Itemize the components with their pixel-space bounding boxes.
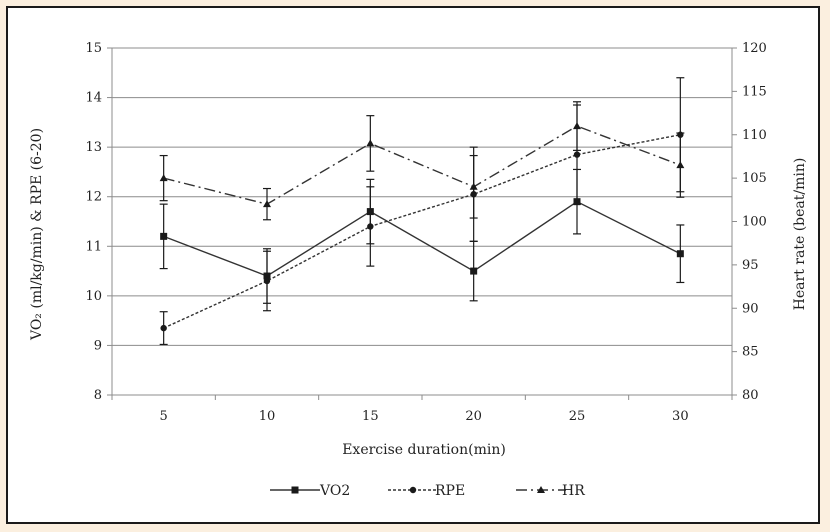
y-tick-label-left: 8	[94, 388, 102, 403]
y-tick-label-right: 120	[742, 41, 767, 56]
x-tick-label: 20	[465, 409, 482, 424]
data-point-hr	[573, 122, 581, 130]
y-tick-label-left: 14	[85, 91, 102, 106]
x-tick-label: 30	[672, 409, 689, 424]
axes: 8 9 10 11 12 13 14 15 80 85 90 95 100 105 110 115 120 5 10…	[85, 41, 766, 424]
data-point-vo2	[470, 267, 478, 275]
data-point-vo2	[160, 232, 168, 240]
series-rpe	[159, 77, 685, 346]
y-tick-label-right: 110	[742, 128, 767, 143]
legend: VO2 RPE HR	[270, 483, 585, 499]
y-tick-label-right: 85	[742, 345, 759, 360]
legend-item-rpe: RPE	[388, 483, 465, 499]
y-tick-label-right: 105	[742, 171, 767, 186]
data-point-hr	[263, 200, 271, 208]
y-tick-label-left: 11	[85, 239, 102, 254]
chart: 8 9 10 11 12 13 14 15 80 85 90 95 100 105 110 115 120 5 10…	[29, 41, 808, 499]
series-vo2	[159, 168, 685, 304]
legend-marker	[409, 486, 417, 494]
y-tick-label-left: 12	[85, 190, 102, 205]
data-point-hr	[366, 139, 375, 147]
data-point-rpe	[573, 151, 581, 158]
chart-frame: 8 9 10 11 12 13 14 15 80 85 90 95 100 105 110 115 120 5 10…	[6, 6, 820, 524]
series-line-rpe	[163, 134, 681, 329]
y-tick-label-left: 9	[94, 338, 102, 353]
legend-label: HR	[562, 483, 585, 499]
y-axis-label-right: Heart rate (beat/min)	[792, 158, 808, 311]
y-axis-label-left: VO₂ (ml/kg/min) & RPE (6-20)	[29, 128, 45, 341]
grid-lines	[112, 47, 732, 396]
y-tick-label-right: 115	[742, 84, 767, 99]
legend-marker	[537, 486, 545, 493]
y-tick-label-right: 100	[742, 215, 767, 230]
series-line-vo2	[163, 200, 681, 277]
data-point-rpe	[263, 277, 271, 285]
x-tick-label: 15	[362, 409, 379, 424]
x-axis-label: Exercise duration(min)	[342, 442, 506, 458]
data-point-hr	[159, 174, 168, 182]
series-layer	[159, 77, 685, 346]
y-tick-label-right: 80	[742, 388, 759, 403]
data-point-vo2	[676, 250, 684, 258]
data-point-rpe	[160, 324, 167, 332]
legend-item-hr: HR	[516, 483, 585, 499]
series-hr	[159, 101, 685, 221]
y-tick-label-right: 95	[742, 258, 759, 273]
y-tick-label-left: 15	[85, 41, 102, 56]
y-tick-label-left: 13	[85, 140, 102, 155]
y-tick-label-left: 10	[85, 289, 102, 304]
legend-marker	[291, 486, 299, 494]
x-tick-label: 10	[259, 409, 276, 424]
legend-item-vo2: VO2	[270, 483, 350, 499]
x-tick-label: 25	[569, 409, 586, 424]
series-line-hr	[163, 125, 681, 205]
x-tick-label: 5	[160, 409, 168, 424]
data-point-rpe	[367, 223, 374, 230]
y-tick-label-right: 90	[742, 301, 759, 316]
legend-label: RPE	[435, 483, 465, 499]
legend-label: VO2	[319, 483, 350, 499]
data-point-hr	[469, 182, 478, 190]
data-point-hr	[676, 161, 685, 169]
